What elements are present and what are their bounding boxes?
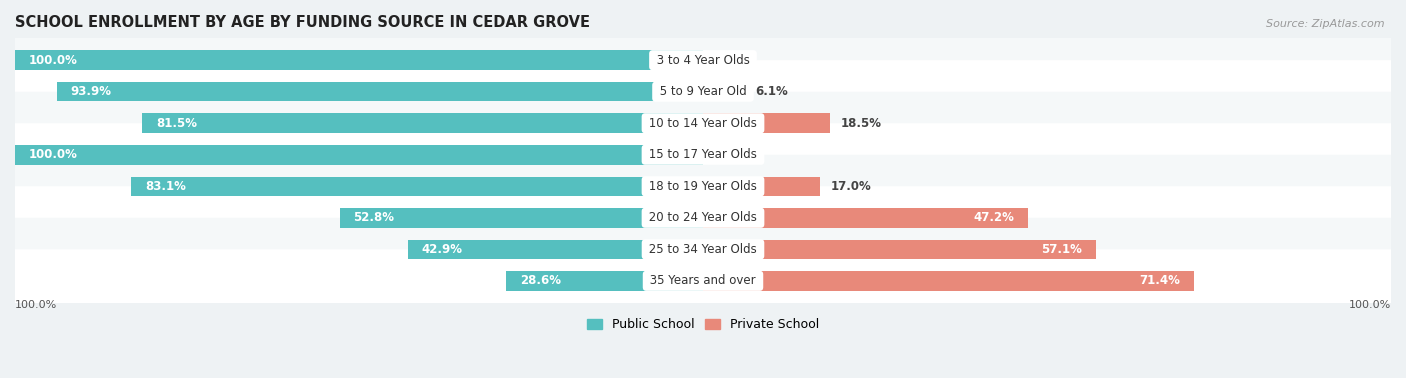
Text: 28.6%: 28.6% bbox=[520, 274, 561, 287]
Text: 10 to 14 Year Olds: 10 to 14 Year Olds bbox=[645, 117, 761, 130]
Text: 47.2%: 47.2% bbox=[973, 211, 1014, 224]
FancyBboxPatch shape bbox=[11, 218, 1395, 281]
Text: 100.0%: 100.0% bbox=[28, 54, 77, 67]
Legend: Public School, Private School: Public School, Private School bbox=[582, 313, 824, 336]
Text: 20 to 24 Year Olds: 20 to 24 Year Olds bbox=[645, 211, 761, 224]
Text: SCHOOL ENROLLMENT BY AGE BY FUNDING SOURCE IN CEDAR GROVE: SCHOOL ENROLLMENT BY AGE BY FUNDING SOUR… bbox=[15, 15, 591, 30]
Text: 25 to 34 Year Olds: 25 to 34 Year Olds bbox=[645, 243, 761, 256]
Text: 35 Years and over: 35 Years and over bbox=[647, 274, 759, 287]
FancyBboxPatch shape bbox=[11, 155, 1395, 218]
Text: 3 to 4 Year Olds: 3 to 4 Year Olds bbox=[652, 54, 754, 67]
Text: 18.5%: 18.5% bbox=[841, 117, 882, 130]
FancyBboxPatch shape bbox=[11, 186, 1395, 249]
Bar bbox=[142, 113, 703, 133]
Text: 100.0%: 100.0% bbox=[28, 148, 77, 161]
Bar bbox=[703, 82, 745, 101]
Bar bbox=[15, 50, 703, 70]
Text: 71.4%: 71.4% bbox=[1140, 274, 1181, 287]
Bar bbox=[703, 208, 1028, 228]
FancyBboxPatch shape bbox=[11, 123, 1395, 186]
Bar bbox=[703, 240, 1095, 259]
Text: 6.1%: 6.1% bbox=[755, 85, 787, 98]
Bar bbox=[340, 208, 703, 228]
Bar bbox=[131, 177, 703, 196]
FancyBboxPatch shape bbox=[11, 249, 1395, 312]
Bar bbox=[703, 113, 831, 133]
Text: 100.0%: 100.0% bbox=[1348, 301, 1391, 310]
Text: 15 to 17 Year Olds: 15 to 17 Year Olds bbox=[645, 148, 761, 161]
Text: 93.9%: 93.9% bbox=[70, 85, 111, 98]
Text: 81.5%: 81.5% bbox=[156, 117, 197, 130]
Bar bbox=[703, 177, 820, 196]
Text: 83.1%: 83.1% bbox=[145, 180, 186, 193]
Text: Source: ZipAtlas.com: Source: ZipAtlas.com bbox=[1267, 19, 1385, 29]
Bar bbox=[703, 271, 1194, 291]
Text: 17.0%: 17.0% bbox=[831, 180, 872, 193]
FancyBboxPatch shape bbox=[11, 92, 1395, 155]
Text: 57.1%: 57.1% bbox=[1042, 243, 1083, 256]
Bar bbox=[15, 145, 703, 164]
FancyBboxPatch shape bbox=[11, 29, 1395, 92]
Text: 18 to 19 Year Olds: 18 to 19 Year Olds bbox=[645, 180, 761, 193]
Text: 42.9%: 42.9% bbox=[422, 243, 463, 256]
Bar bbox=[58, 82, 703, 101]
Bar bbox=[408, 240, 703, 259]
FancyBboxPatch shape bbox=[11, 60, 1395, 123]
Text: 52.8%: 52.8% bbox=[353, 211, 395, 224]
Text: 100.0%: 100.0% bbox=[15, 301, 58, 310]
Bar bbox=[506, 271, 703, 291]
Text: 5 to 9 Year Old: 5 to 9 Year Old bbox=[655, 85, 751, 98]
